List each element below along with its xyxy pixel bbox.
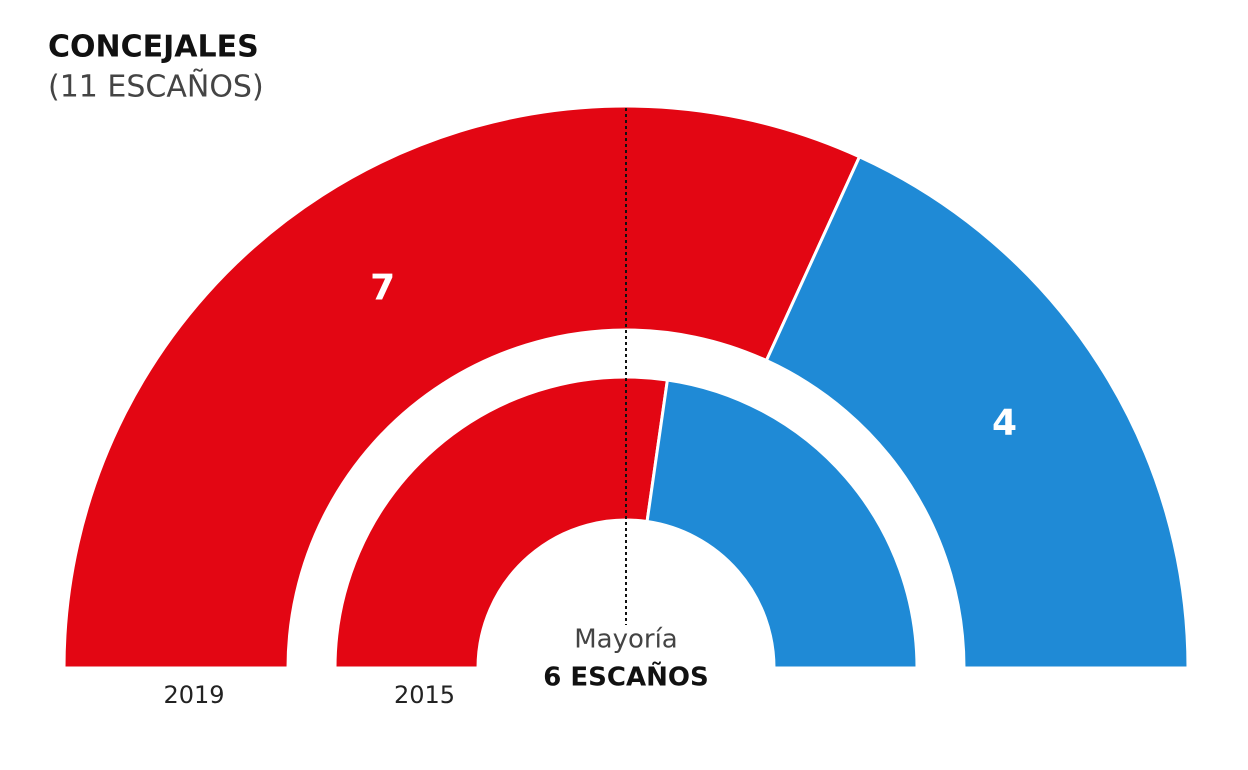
- seat-segment: [645, 378, 919, 670]
- rings: 74: [62, 104, 1190, 670]
- seat-segment: [62, 104, 862, 670]
- majority-value: 6 ESCAÑOS: [543, 661, 708, 693]
- seat-segment: [764, 154, 1190, 670]
- seat-segment: [333, 375, 670, 670]
- ring-label: 2015: [394, 681, 455, 709]
- chart-title: CONCEJALES: [48, 30, 259, 65]
- value-label: 7: [370, 267, 395, 308]
- ring-label: 2019: [163, 681, 224, 709]
- value-label: 4: [992, 403, 1017, 444]
- majority-label: Mayoría: [574, 625, 678, 655]
- chart-subtitle: (11 ESCAÑOS): [48, 69, 264, 105]
